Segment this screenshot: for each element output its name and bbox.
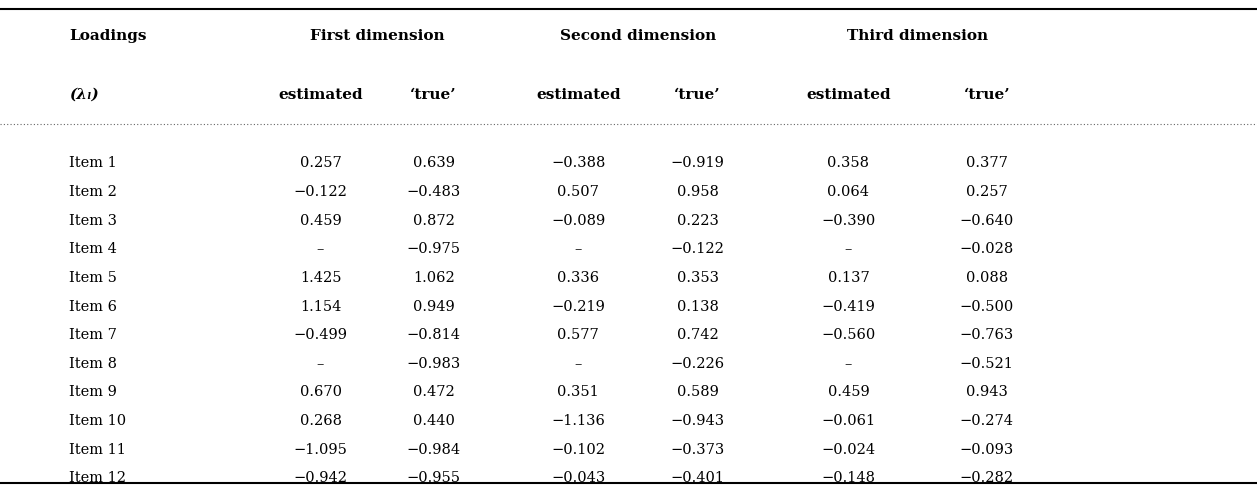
- Text: −0.373: −0.373: [670, 442, 725, 456]
- Text: –: –: [574, 242, 582, 256]
- Text: Item 4: Item 4: [69, 242, 117, 256]
- Text: –: –: [574, 356, 582, 370]
- Text: −0.226: −0.226: [670, 356, 725, 370]
- Text: −0.028: −0.028: [959, 242, 1014, 256]
- Text: 0.742: 0.742: [676, 327, 719, 342]
- Text: 0.268: 0.268: [299, 413, 342, 427]
- Text: −0.419: −0.419: [822, 299, 875, 313]
- Text: 0.589: 0.589: [676, 385, 719, 399]
- Text: −0.984: −0.984: [406, 442, 461, 456]
- Text: Item 1: Item 1: [69, 156, 117, 170]
- Text: 0.351: 0.351: [557, 385, 600, 399]
- Text: Item 12: Item 12: [69, 470, 126, 484]
- Text: estimated: estimated: [535, 88, 621, 102]
- Text: 0.670: 0.670: [299, 385, 342, 399]
- Text: −0.943: −0.943: [670, 413, 725, 427]
- Text: −0.814: −0.814: [407, 327, 460, 342]
- Text: 0.353: 0.353: [676, 270, 719, 285]
- Text: 1.062: 1.062: [412, 270, 455, 285]
- Text: −0.274: −0.274: [960, 413, 1013, 427]
- Text: Item 5: Item 5: [69, 270, 117, 285]
- Text: 0.257: 0.257: [965, 184, 1008, 199]
- Text: −0.102: −0.102: [552, 442, 605, 456]
- Text: estimated: estimated: [278, 88, 363, 102]
- Text: −0.093: −0.093: [959, 442, 1014, 456]
- Text: 0.336: 0.336: [557, 270, 600, 285]
- Text: Loadings: Loadings: [69, 29, 147, 43]
- Text: −0.390: −0.390: [821, 213, 876, 227]
- Text: −0.500: −0.500: [959, 299, 1014, 313]
- Text: −0.148: −0.148: [822, 470, 875, 484]
- Text: −1.095: −1.095: [294, 442, 347, 456]
- Text: ‘true’: ‘true’: [674, 88, 722, 102]
- Text: Item 6: Item 6: [69, 299, 117, 313]
- Text: 0.459: 0.459: [299, 213, 342, 227]
- Text: −0.640: −0.640: [959, 213, 1014, 227]
- Text: −0.061: −0.061: [821, 413, 876, 427]
- Text: ‘true’: ‘true’: [410, 88, 458, 102]
- Text: Item 2: Item 2: [69, 184, 117, 199]
- Text: −1.136: −1.136: [552, 413, 605, 427]
- Text: −0.955: −0.955: [407, 470, 460, 484]
- Text: Item 11: Item 11: [69, 442, 126, 456]
- Text: 0.138: 0.138: [676, 299, 719, 313]
- Text: −0.499: −0.499: [294, 327, 347, 342]
- Text: −0.122: −0.122: [671, 242, 724, 256]
- Text: −0.043: −0.043: [551, 470, 606, 484]
- Text: 0.639: 0.639: [412, 156, 455, 170]
- Text: Item 9: Item 9: [69, 385, 117, 399]
- Text: −0.388: −0.388: [551, 156, 606, 170]
- Text: –: –: [845, 356, 852, 370]
- Text: −0.983: −0.983: [406, 356, 461, 370]
- Text: 0.949: 0.949: [412, 299, 455, 313]
- Text: 0.088: 0.088: [965, 270, 1008, 285]
- Text: Third dimension: Third dimension: [847, 29, 988, 43]
- Text: 0.377: 0.377: [965, 156, 1008, 170]
- Text: −0.521: −0.521: [960, 356, 1013, 370]
- Text: 0.943: 0.943: [965, 385, 1008, 399]
- Text: −0.942: −0.942: [294, 470, 347, 484]
- Text: –: –: [317, 242, 324, 256]
- Text: Item 8: Item 8: [69, 356, 117, 370]
- Text: 0.958: 0.958: [676, 184, 719, 199]
- Text: –: –: [845, 242, 852, 256]
- Text: Second dimension: Second dimension: [561, 29, 716, 43]
- Text: −0.401: −0.401: [671, 470, 724, 484]
- Text: −0.483: −0.483: [406, 184, 461, 199]
- Text: Item 10: Item 10: [69, 413, 126, 427]
- Text: (λₗ): (λₗ): [69, 88, 99, 102]
- Text: ‘true’: ‘true’: [963, 88, 1011, 102]
- Text: 0.223: 0.223: [676, 213, 719, 227]
- Text: estimated: estimated: [806, 88, 891, 102]
- Text: 0.440: 0.440: [412, 413, 455, 427]
- Text: 0.257: 0.257: [299, 156, 342, 170]
- Text: –: –: [317, 356, 324, 370]
- Text: 0.358: 0.358: [827, 156, 870, 170]
- Text: −0.919: −0.919: [671, 156, 724, 170]
- Text: 0.577: 0.577: [557, 327, 600, 342]
- Text: 0.137: 0.137: [827, 270, 870, 285]
- Text: Item 3: Item 3: [69, 213, 117, 227]
- Text: −0.763: −0.763: [959, 327, 1014, 342]
- Text: −0.122: −0.122: [294, 184, 347, 199]
- Text: 0.064: 0.064: [827, 184, 870, 199]
- Text: 0.472: 0.472: [412, 385, 455, 399]
- Text: 0.872: 0.872: [412, 213, 455, 227]
- Text: 1.154: 1.154: [300, 299, 341, 313]
- Text: −0.024: −0.024: [821, 442, 876, 456]
- Text: 0.507: 0.507: [557, 184, 600, 199]
- Text: −0.282: −0.282: [959, 470, 1014, 484]
- Text: −0.089: −0.089: [551, 213, 606, 227]
- Text: −0.560: −0.560: [821, 327, 876, 342]
- Text: −0.219: −0.219: [552, 299, 605, 313]
- Text: 0.459: 0.459: [827, 385, 870, 399]
- Text: 1.425: 1.425: [299, 270, 342, 285]
- Text: First dimension: First dimension: [309, 29, 445, 43]
- Text: Item 7: Item 7: [69, 327, 117, 342]
- Text: −0.975: −0.975: [407, 242, 460, 256]
